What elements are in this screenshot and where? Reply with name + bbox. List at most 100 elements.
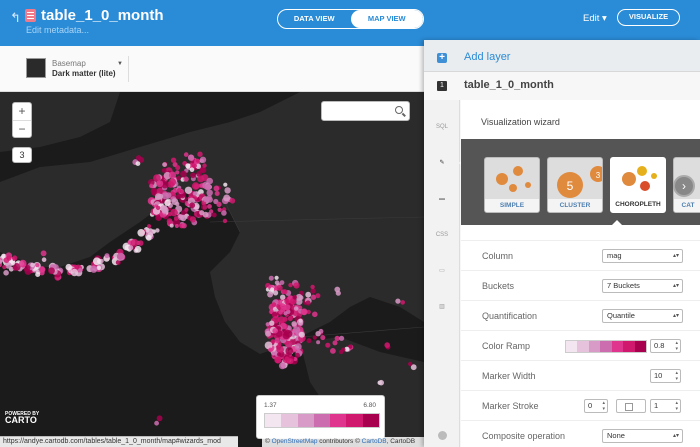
search-icon[interactable]	[395, 106, 403, 114]
quake-point	[265, 330, 272, 337]
stroke-opacity-input[interactable]: 1 ▴ ▾	[650, 399, 681, 413]
zoom-control: + −	[12, 102, 32, 138]
quake-point	[306, 338, 312, 344]
quake-point	[161, 168, 167, 173]
ramp-swatch	[330, 414, 347, 427]
stepper-icon[interactable]: ▴ ▾	[602, 400, 605, 412]
quake-point	[183, 152, 189, 157]
quake-point	[223, 182, 228, 187]
back-arrow-icon[interactable]: ↰	[10, 10, 21, 25]
quake-point	[155, 205, 161, 210]
quake-point	[288, 282, 293, 288]
quake-point	[6, 255, 12, 261]
wizard-cluster[interactable]: 5 3 CLUSTER	[547, 157, 603, 213]
quake-point	[206, 196, 213, 203]
quake-point	[191, 182, 200, 190]
quake-point	[161, 206, 169, 214]
quake-point	[189, 216, 196, 223]
quake-point	[90, 265, 98, 273]
borders	[209, 201, 424, 338]
quake-point	[221, 210, 227, 216]
column-select[interactable]: mag ▴▾	[602, 249, 683, 263]
simple-preview-icon	[496, 166, 531, 192]
basemap-thumbnail[interactable]	[26, 58, 46, 78]
quake-point	[190, 172, 196, 179]
quake-point	[378, 379, 385, 386]
quake-point	[93, 257, 101, 266]
edit-metadata-link[interactable]: Edit metadata...	[26, 25, 90, 35]
wizard-simple[interactable]: SIMPLE	[484, 157, 540, 213]
quake-point	[276, 326, 282, 331]
widgets-icon[interactable]: ▥	[439, 304, 445, 310]
quake-point	[192, 191, 197, 196]
quake-point	[293, 326, 301, 334]
quake-point	[137, 240, 144, 246]
buckets-select[interactable]: 7 Buckets ▴▾	[602, 279, 683, 293]
osm-link[interactable]: OpenStreetMap	[271, 438, 318, 445]
composite-select[interactable]: None ▴▾	[602, 429, 683, 443]
quake-point	[65, 263, 72, 271]
color-ramp-picker[interactable]	[565, 340, 647, 353]
panel-footer	[424, 418, 460, 440]
marker-stroke-row: Marker Stroke 0 ▴ ▾ 1 ▴ ▾	[461, 390, 700, 420]
map-legend: 1.37 6.80	[256, 395, 385, 439]
map-view-tab[interactable]: MAP VIEW	[350, 10, 423, 28]
infowindow-icon[interactable]: ▬	[439, 196, 445, 202]
legend-icon[interactable]: ▭	[439, 268, 445, 274]
add-layer-bar[interactable]: + Add layer	[424, 40, 700, 72]
ramp-opacity-input[interactable]: 0.8 ▴ ▾	[650, 339, 681, 353]
wizard-icon[interactable]: ✎	[432, 156, 465, 170]
marker-width-input[interactable]: 10 ▴ ▾	[650, 369, 681, 383]
zoom-out-button[interactable]: −	[18, 122, 26, 136]
quake-point	[280, 294, 286, 300]
quake-point	[166, 218, 173, 225]
column-label: Column	[482, 251, 514, 261]
stepper-icon[interactable]: ▴ ▾	[675, 400, 678, 412]
quake-point	[1, 253, 7, 259]
quake-point	[0, 259, 3, 264]
quantification-select[interactable]: Quantile ▴▾	[602, 309, 683, 323]
buckets-label: Buckets	[482, 281, 515, 291]
table-title[interactable]: table_1_0_month	[41, 7, 164, 24]
css-icon[interactable]: CSS	[435, 232, 449, 238]
stepper-icon[interactable]: ▴ ▾	[675, 340, 678, 352]
quake-point	[332, 340, 338, 346]
quake-point	[195, 158, 200, 163]
quake-point	[173, 216, 179, 221]
quake-point	[156, 415, 163, 422]
plus-icon[interactable]: +	[437, 53, 447, 63]
quake-point	[315, 293, 321, 299]
stepper-icon[interactable]: ▴ ▾	[675, 370, 678, 382]
layer-header: 1 table_1_0_month	[424, 73, 700, 99]
ramp-swatch	[600, 341, 612, 352]
chevron-right-icon[interactable]: ›	[673, 175, 695, 197]
map-canvas[interactable]: + − 3 1.37 6.80 POWERED BY CARTO © OpenS…	[0, 92, 424, 447]
data-view-tab[interactable]: DATA VIEW	[293, 14, 335, 23]
stroke-color-swatch[interactable]	[616, 399, 646, 413]
quake-point	[70, 268, 79, 277]
quake-point	[175, 201, 180, 207]
quake-point	[284, 304, 291, 311]
map-search-input[interactable]	[321, 101, 410, 121]
chevron-down-icon[interactable]: ▼	[117, 61, 123, 67]
layer-name[interactable]: table_1_0_month	[464, 79, 554, 91]
quake-point	[224, 187, 231, 194]
add-layer-button[interactable]: Add layer	[464, 51, 511, 63]
quake-point	[293, 282, 300, 289]
marker-stroke-input[interactable]: 0 ▴ ▾	[584, 399, 608, 413]
svg-text:5: 5	[567, 179, 574, 193]
zoom-in-button[interactable]: +	[13, 103, 31, 121]
quake-point	[40, 250, 47, 257]
cartodb-link[interactable]: CartoDB	[361, 438, 387, 445]
edit-menu[interactable]: Edit ▾	[583, 13, 607, 24]
quake-point	[271, 302, 277, 307]
quake-point	[197, 151, 203, 157]
visualize-button[interactable]: VISUALIZE	[617, 9, 680, 26]
wizard-choropleth[interactable]: CHOROPLETH	[610, 157, 666, 213]
zoom-level: 3	[12, 147, 32, 163]
sql-icon[interactable]: SQL	[435, 124, 448, 130]
basemap-selector[interactable]: Dark matter (lite)	[52, 69, 116, 78]
stroke-opacity-value: 1	[654, 401, 659, 410]
cartodb-logo[interactable]: POWERED BY CARTO	[5, 411, 39, 425]
